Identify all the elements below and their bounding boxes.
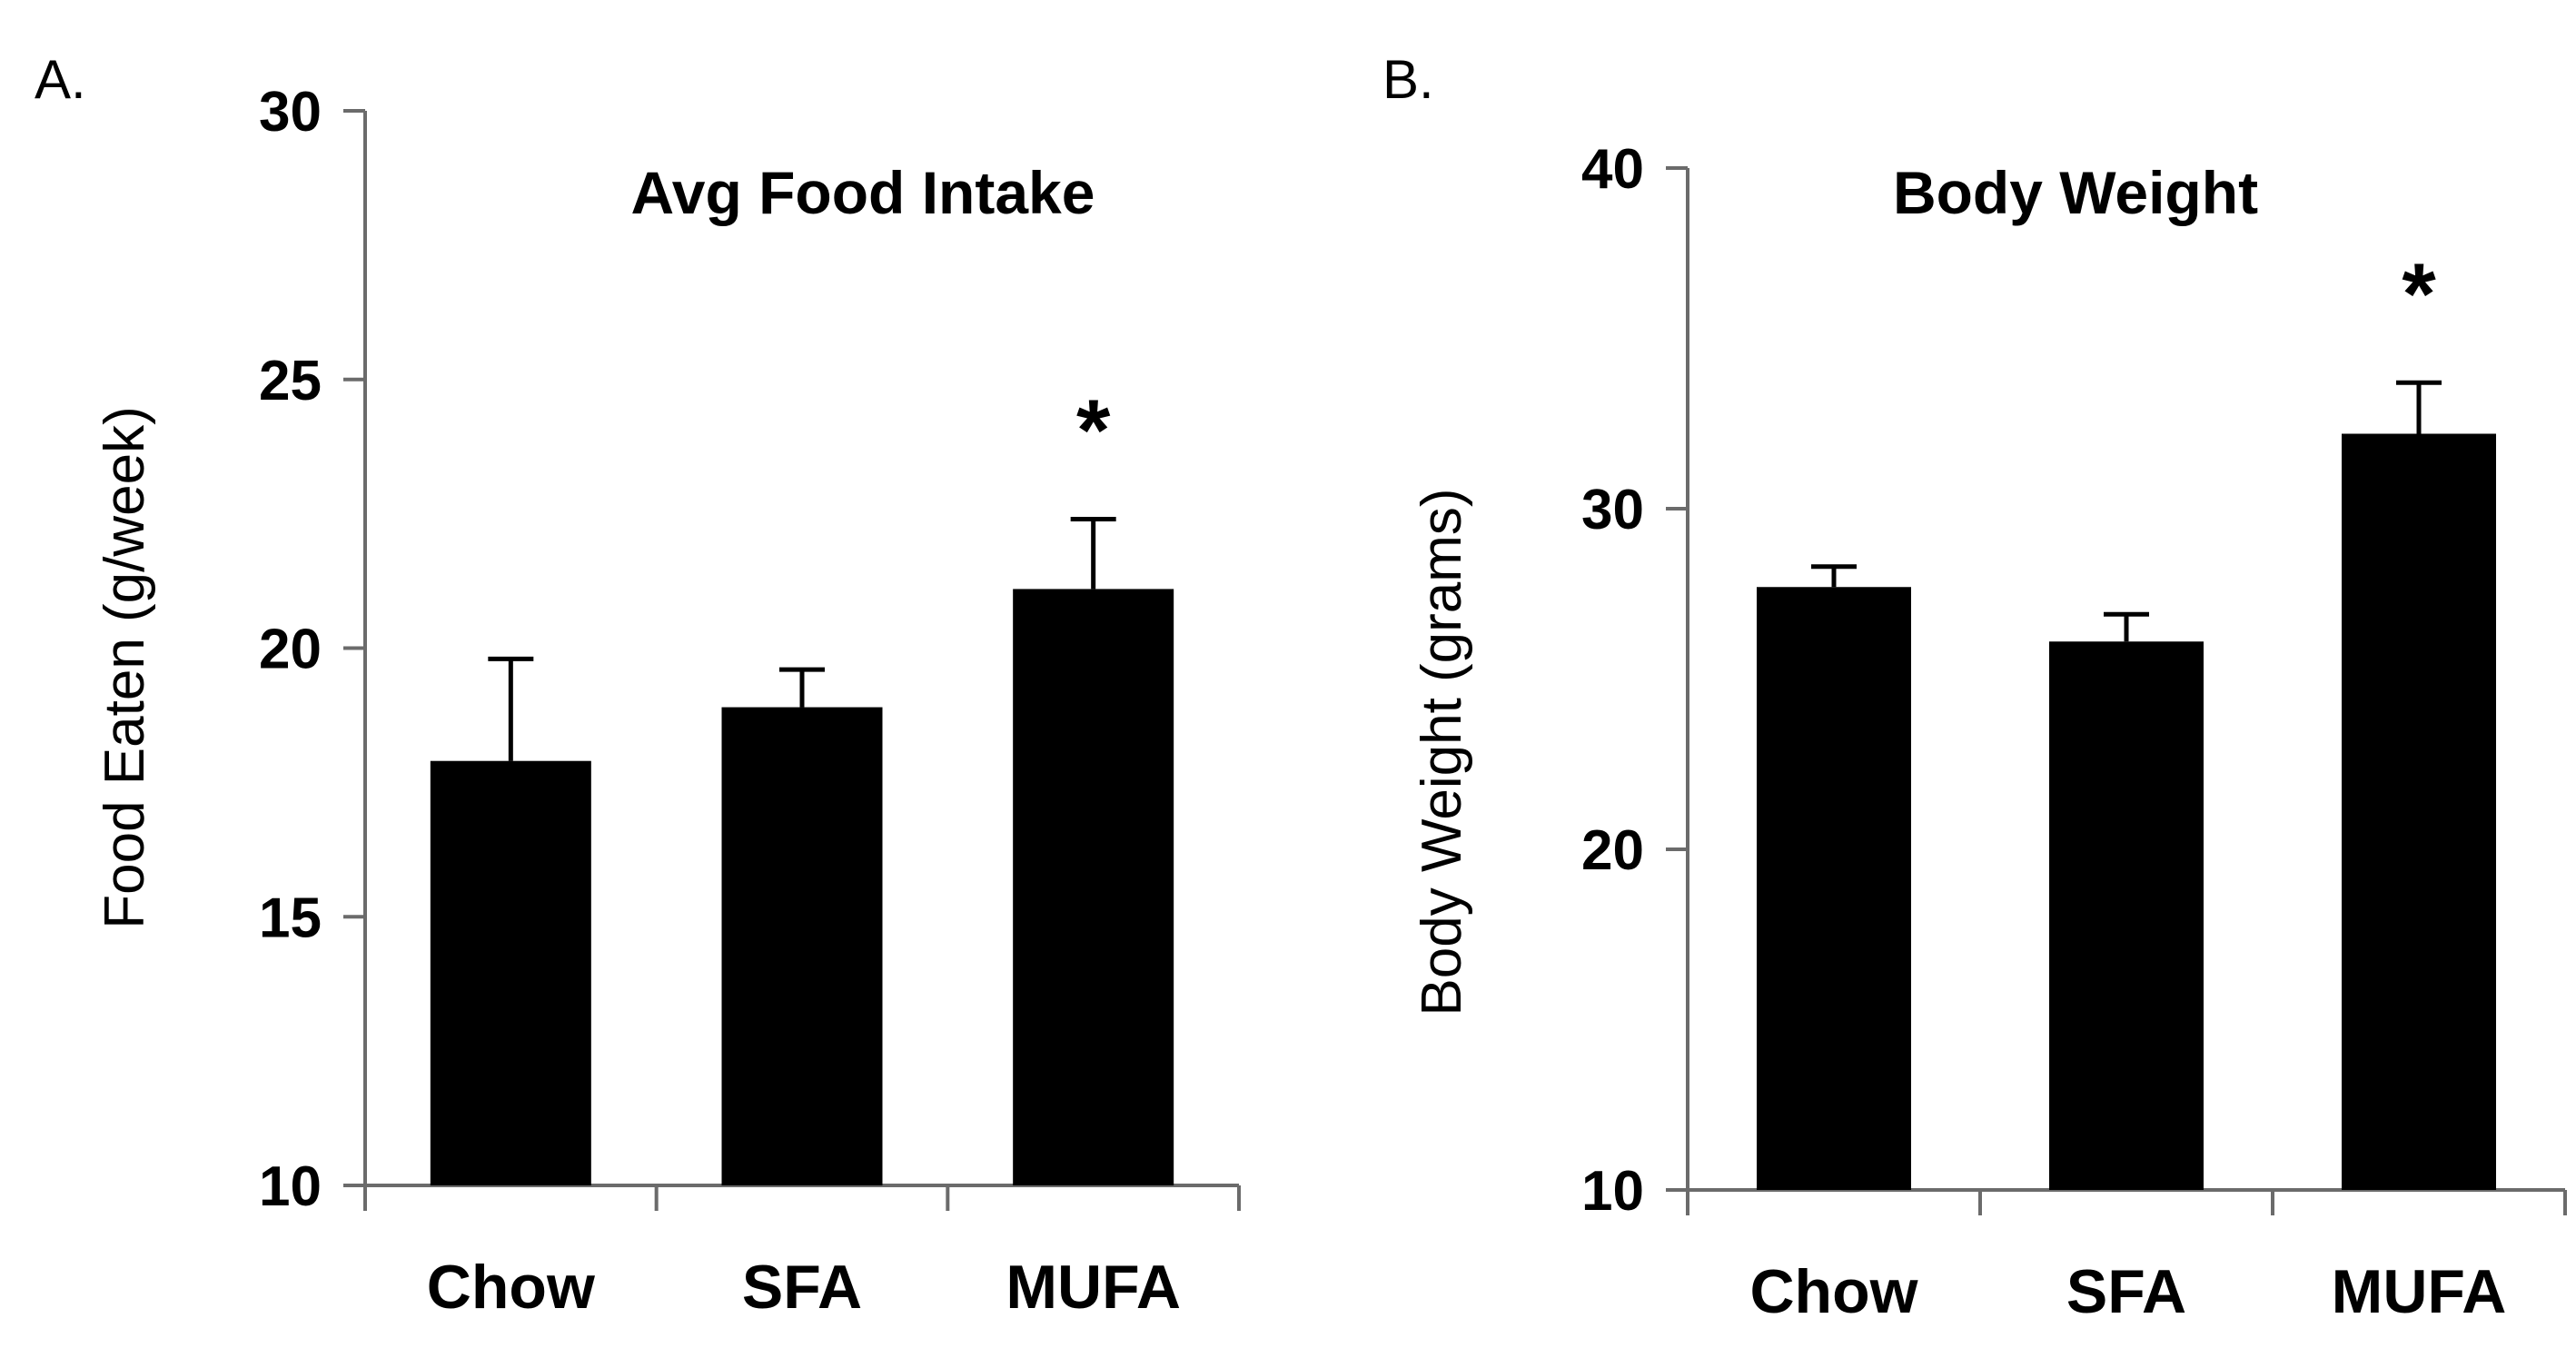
panel-a-y-tick-label: 20 bbox=[259, 619, 322, 681]
panel-a-error-bar-chow bbox=[488, 656, 534, 761]
panel-b-bar-mufa bbox=[2342, 433, 2496, 1190]
panel-b-y-tick-label: 20 bbox=[1581, 819, 1644, 882]
panel-a-x-tick-label: SFA bbox=[742, 1253, 862, 1322]
panel-a-y-tick-label: 30 bbox=[259, 81, 322, 144]
panel-b: B. Body Weight Body Weight (grams) 10 20 3… bbox=[1382, 49, 2567, 1326]
panel-a-bar-sfa bbox=[721, 707, 883, 1185]
panel-b-error-bar-chow bbox=[1811, 564, 1857, 588]
panel-b-letter: B. bbox=[1382, 49, 1434, 110]
panel-a-y-tick-label: 25 bbox=[259, 350, 322, 412]
panel-a-letter: A. bbox=[35, 49, 86, 110]
panel-a-y-tick-label: 15 bbox=[259, 887, 322, 949]
panel-b-y-tick-label: 40 bbox=[1581, 138, 1644, 201]
panel-b-x-tick-label: Chow bbox=[1749, 1257, 1918, 1326]
panel-a-significance-marker: * bbox=[1076, 382, 1111, 480]
panel-a-y-axis-label: Food Eaten (g/week) bbox=[94, 406, 156, 929]
panel-b-title: Body Weight bbox=[1893, 159, 2258, 226]
panel-a-error-bar-sfa bbox=[779, 667, 825, 708]
panel-a-bar-mufa bbox=[1013, 589, 1174, 1185]
panel-b-bar-sfa bbox=[2049, 641, 2204, 1190]
panel-a-x-tick-label: Chow bbox=[427, 1253, 596, 1322]
panel-a: A. Avg Food Intake Food Eaten (g/week) 1… bbox=[35, 49, 1241, 1322]
panel-b-error-bar-sfa bbox=[2104, 611, 2149, 642]
panel-b-error-bar-mufa bbox=[2396, 380, 2442, 434]
panel-b-bar-chow bbox=[1757, 587, 1911, 1190]
panel-b-x-tick-label: MUFA bbox=[2332, 1257, 2507, 1326]
panel-b-y-axis-label: Body Weight (grams) bbox=[1411, 488, 1473, 1016]
panel-b-y-tick-label: 10 bbox=[1581, 1160, 1644, 1223]
panel-b-significance-marker: * bbox=[2402, 245, 2436, 342]
panel-a-y-tick-label: 10 bbox=[259, 1155, 322, 1218]
panel-b-x-tick-label: SFA bbox=[2066, 1257, 2186, 1326]
panel-b-y-tick-label: 30 bbox=[1581, 479, 1644, 541]
panel-a-error-bar-mufa bbox=[1070, 517, 1116, 590]
panel-a-bar-chow bbox=[430, 760, 591, 1185]
panel-a-x-tick-label: MUFA bbox=[1006, 1253, 1181, 1322]
panel-a-title: Avg Food Intake bbox=[631, 159, 1095, 226]
